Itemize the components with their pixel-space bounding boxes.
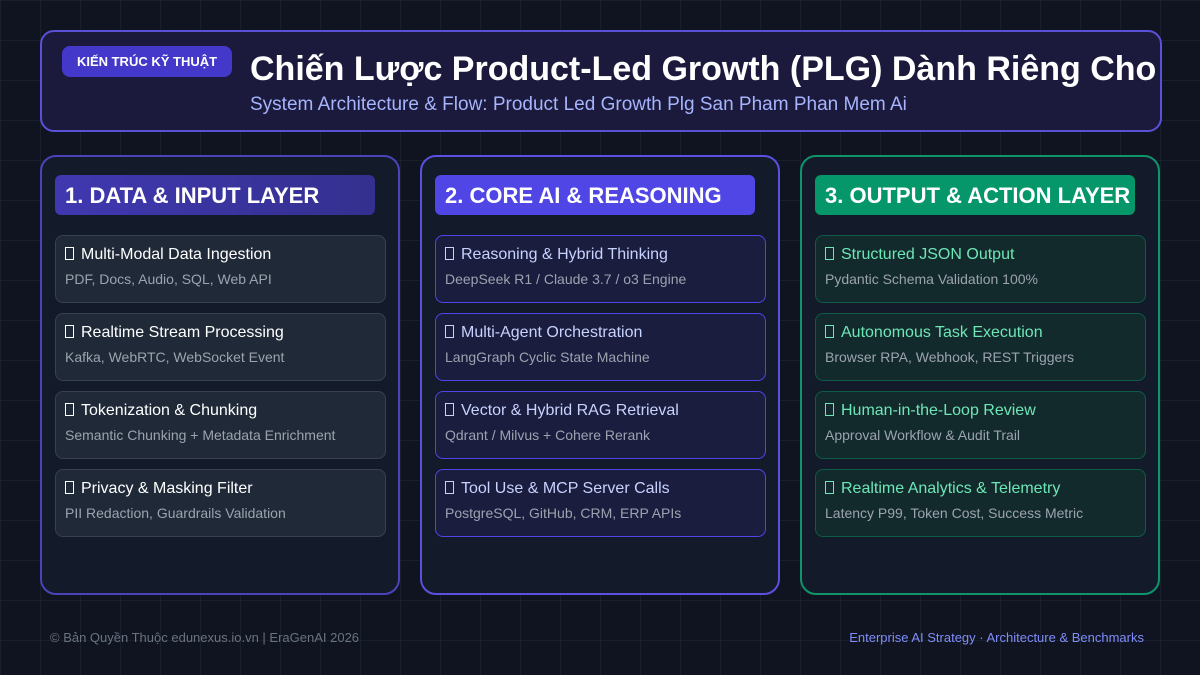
icon — [825, 481, 834, 494]
card-desc: Browser RPA, Webhook, REST Triggers — [825, 349, 1074, 365]
card-title-text: Realtime Stream Processing — [81, 324, 284, 341]
card-title: Realtime Analytics & Telemetry — [825, 480, 1060, 498]
card-desc: LangGraph Cyclic State Machine — [445, 349, 650, 365]
card-title-text: Multi-Agent Orchestration — [461, 324, 643, 341]
card: Realtime Analytics & Telemetry Latency P9… — [815, 469, 1146, 537]
card-desc: Qdrant / Milvus + Cohere Rerank — [445, 427, 651, 443]
card-desc: PDF, Docs, Audio, SQL, Web API — [65, 271, 272, 287]
card-title: Tool Use & MCP Server Calls — [445, 480, 670, 498]
icon — [445, 247, 454, 260]
card: Multi-Modal Data Ingestion PDF, Docs, Aud… — [55, 235, 386, 303]
icon — [445, 403, 454, 416]
card-desc: DeepSeek R1 / Claude 3.7 / o3 Engine — [445, 271, 687, 287]
badge: KIẾN TRÚC KỸ THUẬT — [62, 46, 232, 77]
card: Tool Use & MCP Server Calls PostgreSQL, G… — [435, 469, 766, 537]
card-title-text: Tool Use & MCP Server Calls — [461, 480, 670, 497]
column: 2. CORE AI & REASONING Reasoning & Hybrid… — [420, 155, 780, 595]
card-desc: PostgreSQL, GitHub, CRM, ERP APIs — [445, 505, 682, 521]
icon — [445, 325, 454, 338]
icon — [825, 403, 834, 416]
icon — [445, 481, 454, 494]
card-title: Reasoning & Hybrid Thinking — [445, 246, 668, 264]
card-title-text: Human-in-the-Loop Review — [841, 402, 1036, 419]
card-title: Privacy & Masking Filter — [65, 480, 253, 498]
card-title-text: Privacy & Masking Filter — [81, 480, 253, 497]
card-title-text: Tokenization & Chunking — [81, 402, 258, 419]
card-title-text: Realtime Analytics & Telemetry — [841, 480, 1061, 497]
card-desc: Latency P99, Token Cost, Success Metric — [825, 505, 1084, 521]
card-title-text: Vector & Hybrid RAG Retrieval — [461, 402, 679, 419]
card-desc: PII Redaction, Guardrails Validation — [65, 505, 286, 521]
card-title: Human-in-the-Loop Review — [825, 402, 1036, 420]
card-title: Structured JSON Output — [825, 246, 1014, 264]
subtitle: System Architecture & Flow: Product Led … — [250, 94, 907, 115]
card-title: Realtime Stream Processing — [65, 324, 284, 342]
card-desc: Pydantic Schema Validation 100% — [825, 271, 1038, 287]
column: 1. DATA & INPUT LAYER Multi-Modal Data In… — [40, 155, 400, 595]
card-title: Tokenization & Chunking — [65, 402, 257, 420]
card-title: Multi-Agent Orchestration — [445, 324, 642, 342]
card-title-text: Multi-Modal Data Ingestion — [81, 246, 272, 263]
icon — [825, 247, 834, 260]
title: Chiến Lược Product-Led Growth (PLG) Dành… — [250, 50, 1157, 88]
column: 3. OUTPUT & ACTION LAYER Structured JSON … — [800, 155, 1160, 595]
column-header: 1. DATA & INPUT LAYER — [55, 175, 375, 215]
card: Realtime Stream Processing Kafka, WebRTC,… — [55, 313, 386, 381]
card: Tokenization & Chunking Semantic Chunking… — [55, 391, 386, 459]
card-title: Autonomous Task Execution — [825, 324, 1043, 342]
card: Reasoning & Hybrid Thinking DeepSeek R1 /… — [435, 235, 766, 303]
card-title: Multi-Modal Data Ingestion — [65, 246, 271, 264]
card: Privacy & Masking Filter PII Redaction, G… — [55, 469, 386, 537]
card-desc: Semantic Chunking + Metadata Enrichment — [65, 427, 336, 443]
icon — [65, 247, 74, 260]
column-header: 2. CORE AI & REASONING — [435, 175, 755, 215]
icon — [65, 403, 74, 416]
card-desc: Kafka, WebRTC, WebSocket Event — [65, 349, 285, 365]
icon — [65, 325, 74, 338]
card-title: Vector & Hybrid RAG Retrieval — [445, 402, 679, 420]
footer-left: © Bản Quyền Thuộc edunexus.io.vn | EraGe… — [50, 630, 360, 645]
card: Vector & Hybrid RAG Retrieval Qdrant / Mi… — [435, 391, 766, 459]
icon — [65, 481, 74, 494]
card: Multi-Agent Orchestration LangGraph Cycli… — [435, 313, 766, 381]
icon — [825, 325, 834, 338]
card-desc: Approval Workflow & Audit Trail — [825, 427, 1021, 443]
footer-right: Enterprise AI Strategy · Architecture & … — [849, 630, 1144, 645]
header: KIẾN TRÚC KỸ THUẬT Chiến Lược Product-Le… — [40, 30, 1162, 132]
card-title-text: Structured JSON Output — [841, 246, 1015, 263]
card-title-text: Autonomous Task Execution — [841, 324, 1043, 341]
card: Autonomous Task Execution Browser RPA, We… — [815, 313, 1146, 381]
column-header: 3. OUTPUT & ACTION LAYER — [815, 175, 1135, 215]
card: Human-in-the-Loop Review Approval Workflo… — [815, 391, 1146, 459]
card: Structured JSON Output Pydantic Schema Va… — [815, 235, 1146, 303]
card-title-text: Reasoning & Hybrid Thinking — [461, 246, 668, 263]
